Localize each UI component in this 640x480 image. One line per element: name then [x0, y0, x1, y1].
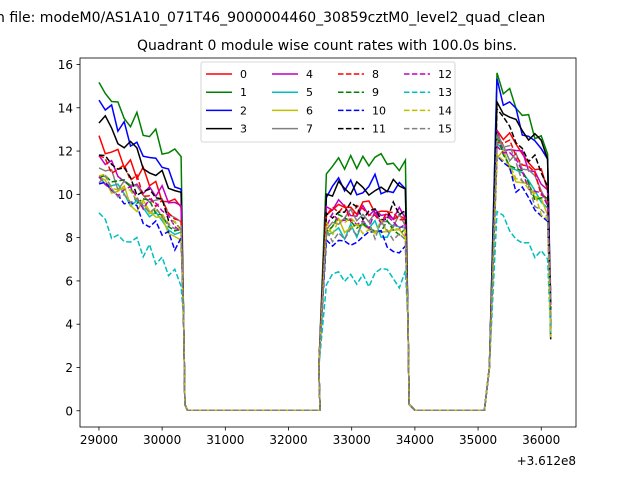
y-tick-label: 2 — [65, 361, 73, 375]
x-tick-label: 36000 — [522, 433, 560, 447]
y-tick-label: 4 — [65, 318, 73, 332]
x-tick-label: 35000 — [459, 433, 497, 447]
chart-suptitle: n file: modeM0/AS1A10_071T46_9000004460_… — [0, 10, 545, 26]
legend-label-4: 4 — [306, 68, 313, 81]
x-tick-label: 29000 — [80, 433, 118, 447]
chart-title: Quadrant 0 module wise count rates with … — [137, 38, 517, 54]
y-tick-label: 16 — [58, 58, 73, 72]
x-tick-label: 31000 — [206, 433, 244, 447]
y-tick-label: 10 — [58, 188, 73, 202]
x-tick-label: 32000 — [269, 433, 307, 447]
legend-label-6: 6 — [306, 104, 313, 117]
legend-label-12: 12 — [438, 68, 452, 81]
series-line-3 — [98, 99, 552, 412]
series-line-13 — [98, 210, 552, 412]
legend-label-14: 14 — [438, 104, 452, 117]
series-line-0 — [98, 127, 552, 412]
legend-box — [200, 61, 456, 143]
x-tick-label: 34000 — [396, 433, 434, 447]
series-line-8 — [98, 139, 552, 412]
series-line-10 — [98, 153, 552, 412]
legend-label-9: 9 — [372, 86, 379, 99]
y-tick-label: 0 — [65, 404, 73, 418]
legend-label-3: 3 — [240, 123, 247, 136]
legend-label-10: 10 — [372, 104, 386, 117]
x-tick-label: 30000 — [143, 433, 181, 447]
series-line-12 — [98, 144, 552, 412]
series-line-9 — [98, 134, 552, 412]
series-line-15 — [98, 133, 552, 412]
plot-area: 29000 30000 31000 32000 33000 34000 35000 36000… — [58, 57, 577, 447]
series-line-11 — [98, 106, 552, 412]
legend-label-2: 2 — [240, 104, 247, 117]
legend-label-1: 1 — [240, 86, 247, 99]
legend-label-13: 13 — [438, 86, 452, 99]
y-tick-label: 12 — [58, 145, 73, 159]
series-line-14 — [98, 153, 552, 412]
axes-frame — [79, 57, 577, 428]
series-line-1 — [98, 72, 552, 412]
y-tick-label: 6 — [65, 274, 73, 288]
legend-label-5: 5 — [306, 86, 313, 99]
y-tick-label: 8 — [65, 231, 73, 245]
legend-label-0: 0 — [240, 68, 247, 81]
legend-label-8: 8 — [372, 68, 379, 81]
series-line-6 — [98, 148, 552, 412]
y-tick-label: 14 — [58, 101, 73, 115]
legend-label-7: 7 — [306, 123, 313, 136]
legend-label-11: 11 — [372, 123, 386, 136]
x-tick-label: 33000 — [333, 433, 371, 447]
x-offset-label: +3.612e8 — [517, 454, 576, 468]
legend-label-15: 15 — [438, 123, 452, 136]
